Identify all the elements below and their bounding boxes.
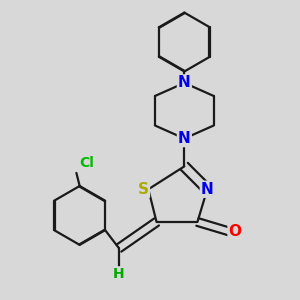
Text: N: N [178, 75, 191, 90]
Text: N: N [178, 131, 191, 146]
Text: N: N [201, 182, 214, 197]
Text: O: O [229, 224, 242, 239]
Text: S: S [138, 182, 149, 197]
Text: Cl: Cl [79, 156, 94, 170]
Text: H: H [113, 267, 125, 281]
